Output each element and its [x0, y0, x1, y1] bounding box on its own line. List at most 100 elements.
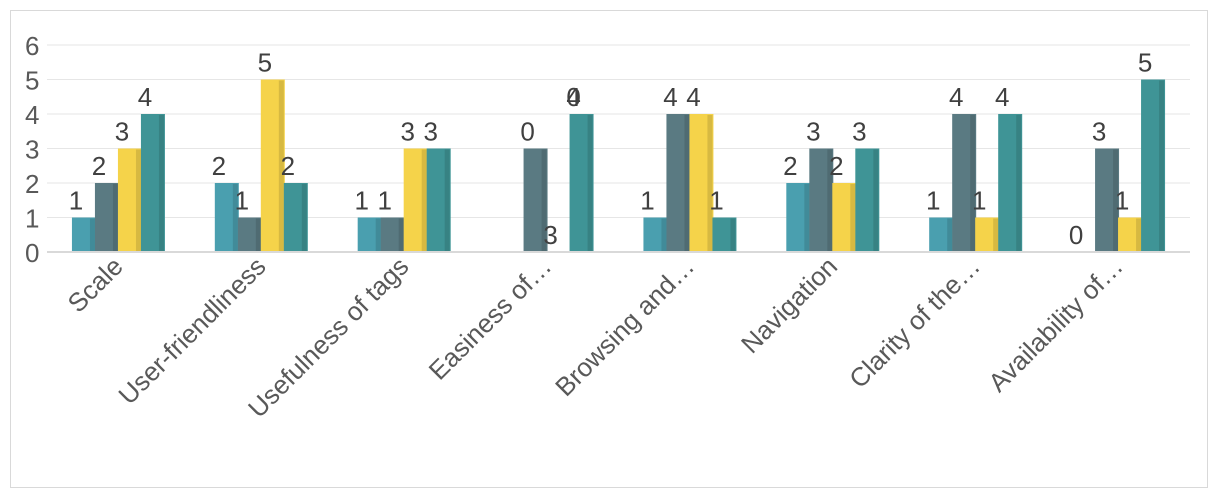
data-label: 1 [709, 186, 723, 216]
bar-shadow [398, 218, 404, 252]
data-label: 4 [663, 82, 677, 112]
bar [1141, 79, 1166, 252]
y-tick-label: 5 [25, 66, 39, 96]
bar-shadow [804, 184, 810, 252]
bar [237, 217, 262, 252]
data-label: 0 [566, 82, 580, 112]
data-label: 2 [783, 151, 797, 181]
bar [952, 114, 977, 252]
bar [809, 148, 834, 252]
bar-shadow [232, 184, 238, 252]
data-label: 1 [640, 186, 654, 216]
bar-shadow [730, 218, 736, 252]
category-label: Usefulness of tags [242, 251, 414, 423]
data-label: 4 [566, 82, 580, 112]
category-label: Clarity of the… [843, 251, 986, 394]
bar [357, 217, 382, 252]
bar [260, 79, 285, 252]
bar [283, 183, 308, 252]
bar-shadow [684, 115, 690, 252]
bar [832, 183, 857, 252]
y-tick-label: 6 [25, 31, 39, 61]
bar-shadow [112, 184, 118, 252]
data-label: 2 [281, 151, 295, 181]
data-label: 1 [926, 186, 940, 216]
bar [403, 148, 428, 252]
bar [929, 217, 954, 252]
y-tick-label: 0 [25, 238, 39, 268]
data-label: 3 [543, 220, 557, 250]
y-tick-label: 3 [25, 135, 39, 165]
category-label: Navigation [735, 251, 843, 359]
bar-shadow [707, 115, 713, 252]
bar [214, 183, 239, 252]
bar-shadow [1159, 80, 1165, 252]
data-label: 4 [686, 82, 700, 112]
bar-shadow [375, 218, 381, 252]
bar [1095, 148, 1120, 252]
bar [380, 217, 405, 252]
data-label: 2 [212, 151, 226, 181]
data-label: 1 [972, 186, 986, 216]
bar [643, 217, 668, 252]
bar [71, 217, 96, 252]
data-label: 4 [995, 82, 1009, 112]
bar-shadow [1113, 149, 1119, 252]
bar [117, 148, 142, 252]
bar-shadow [1016, 115, 1022, 252]
bar-shadow [873, 149, 879, 252]
bar [1118, 217, 1143, 252]
data-label: 4 [138, 82, 152, 112]
category-label: Availability of… [982, 251, 1129, 398]
bar-shadow [89, 218, 95, 252]
data-label: 3 [1092, 117, 1106, 147]
bar-shadow [301, 184, 307, 252]
bar [689, 114, 714, 252]
bar [140, 114, 165, 252]
data-label: 1 [354, 186, 368, 216]
bar-shadow [255, 218, 261, 252]
bar [975, 217, 1000, 252]
data-label: 3 [423, 117, 437, 147]
bar-shadow [947, 218, 953, 252]
bar-shadow [278, 80, 284, 252]
y-tick-label: 2 [25, 169, 39, 199]
bar-shadow [421, 149, 427, 252]
category-label: Easiness of… [423, 251, 558, 386]
bar-shadow [661, 218, 667, 252]
data-label: 1 [235, 186, 249, 216]
bar [569, 114, 594, 252]
category-label: User-friendliness [112, 251, 271, 410]
category-label: Scale [61, 251, 128, 318]
data-label: 3 [400, 117, 414, 147]
bar [523, 148, 548, 252]
bar-shadow [587, 115, 593, 252]
data-label: 1 [1115, 186, 1129, 216]
data-label: 1 [69, 186, 83, 216]
bar [426, 148, 451, 252]
bar [712, 217, 737, 252]
data-label: 3 [115, 117, 129, 147]
bar-shadow [970, 115, 976, 252]
data-label: 2 [829, 151, 843, 181]
data-label: 5 [258, 48, 272, 78]
data-label: 4 [949, 82, 963, 112]
bar-shadow [827, 149, 833, 252]
bar [94, 183, 119, 252]
bar-shadow [850, 184, 856, 252]
data-label: 3 [852, 117, 866, 147]
bar-shadow [541, 149, 547, 252]
y-tick-label: 4 [25, 100, 39, 130]
bar-shadow [993, 218, 999, 252]
y-tick-label: 1 [25, 204, 39, 234]
data-label: 1 [377, 186, 391, 216]
data-label: 0 [1069, 220, 1083, 250]
bar-shadow [1136, 218, 1142, 252]
category-label: Browsing and… [549, 251, 700, 402]
data-label: 0 [520, 117, 534, 147]
data-label: 5 [1138, 48, 1152, 78]
bar [786, 183, 811, 252]
bar-shadow [135, 149, 141, 252]
bar [998, 114, 1023, 252]
